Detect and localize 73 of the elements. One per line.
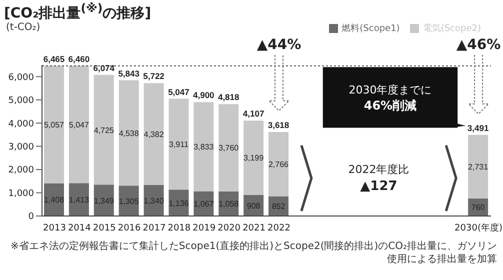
y-tick-label: 1,000 <box>8 188 34 199</box>
annotation: ▲46% <box>456 36 501 53</box>
data-label: 852 <box>272 202 286 212</box>
data-label: 1,349 <box>94 196 114 206</box>
annotation: 2022年度比 <box>348 163 410 176</box>
data-label: 3,911 <box>169 140 189 150</box>
annotation: ▲44% <box>256 36 302 53</box>
data-label: 4,538 <box>118 128 140 138</box>
data-label: 2,766 <box>268 160 290 170</box>
bar <box>44 66 64 184</box>
bar <box>218 104 239 192</box>
total-label: 4,900 <box>193 90 215 100</box>
data-label: 5,047 <box>68 120 90 130</box>
bar <box>68 183 89 216</box>
data-label: 3,760 <box>218 144 240 153</box>
x-tick-label: 2018 <box>168 223 191 234</box>
data-label: 5,057 <box>44 120 65 130</box>
annotation: ▲127 <box>360 179 398 194</box>
x-tick-label: 2014 <box>68 223 92 234</box>
data-label: 1,058 <box>218 200 240 209</box>
total-label: 5,722 <box>143 71 165 82</box>
bar <box>268 132 288 196</box>
data-label: 3,833 <box>194 142 214 152</box>
total-label: 3,618 <box>268 120 290 130</box>
y-tick-label: 6,000 <box>8 72 34 83</box>
data-label: 1,408 <box>44 196 65 205</box>
y-tick-label: 2,000 <box>8 166 34 176</box>
data-label: 1,136 <box>168 198 190 208</box>
bar <box>468 134 488 198</box>
y-tick-label: 5,000 <box>8 96 34 106</box>
chart-title: [CO₂排出量$^{(※)}$の推移] <box>4 1 152 22</box>
bar <box>144 83 164 185</box>
bar <box>168 98 189 190</box>
y-tick-label: 0 <box>28 212 34 222</box>
x-tick-label: 2013 <box>43 223 66 234</box>
text: ※省エネ法の定例報告書にて集計したScope1(直接的排出)とScope2(間接的排出)のCO₂排出量に、ガソリン使用による排出量を加算 <box>10 240 497 266</box>
y-axis-title: (t-CO₂) <box>6 22 40 33</box>
x-tick-label: 2015 <box>92 223 116 234</box>
x-tick-label: 2020 <box>218 223 241 234</box>
x-tick-label: 2017 <box>142 223 166 234</box>
total-label: 3,491 <box>467 122 489 133</box>
data-label: 4,725 <box>94 126 114 135</box>
total-label: 5,843 <box>118 68 140 78</box>
x-tick-label: 2030(年度) <box>454 222 502 234</box>
legend-label: 燃料(Scope1) <box>342 24 400 34</box>
y-tick-label: 3,000 <box>8 142 34 153</box>
bar <box>194 102 214 192</box>
data-label: 1,067 <box>194 200 214 209</box>
bar <box>94 74 114 185</box>
data-label: 1,340 <box>144 196 164 206</box>
data-label: 908 <box>246 201 261 210</box>
data-label: 4,382 <box>144 130 164 139</box>
total-label: 4,107 <box>242 108 264 119</box>
annotation: 2030年度までに <box>348 83 432 96</box>
total-label: 4,818 <box>218 92 240 102</box>
data-label: 2,731 <box>468 162 489 172</box>
y-tick-label: 4,000 <box>8 119 34 130</box>
bar <box>118 80 139 186</box>
x-tick-label: 2021 <box>242 223 266 234</box>
total-label: 6,460 <box>68 54 90 64</box>
data-label: 1,413 <box>68 196 90 205</box>
bar <box>68 66 89 184</box>
x-tick-label: 2019 <box>192 223 216 234</box>
data-label: 760 <box>471 203 486 212</box>
data-label: 3,199 <box>244 154 264 163</box>
annotation: 46%削減 <box>364 98 417 112</box>
total-label: 6,074 <box>93 62 115 73</box>
x-tick-label: 2016 <box>118 223 142 234</box>
bar <box>244 120 264 195</box>
x-tick-label: 2022 <box>268 223 290 234</box>
total-label: 6,465 <box>43 54 65 64</box>
total-label: 5,047 <box>168 86 190 97</box>
data-label: 1,305 <box>118 196 140 206</box>
